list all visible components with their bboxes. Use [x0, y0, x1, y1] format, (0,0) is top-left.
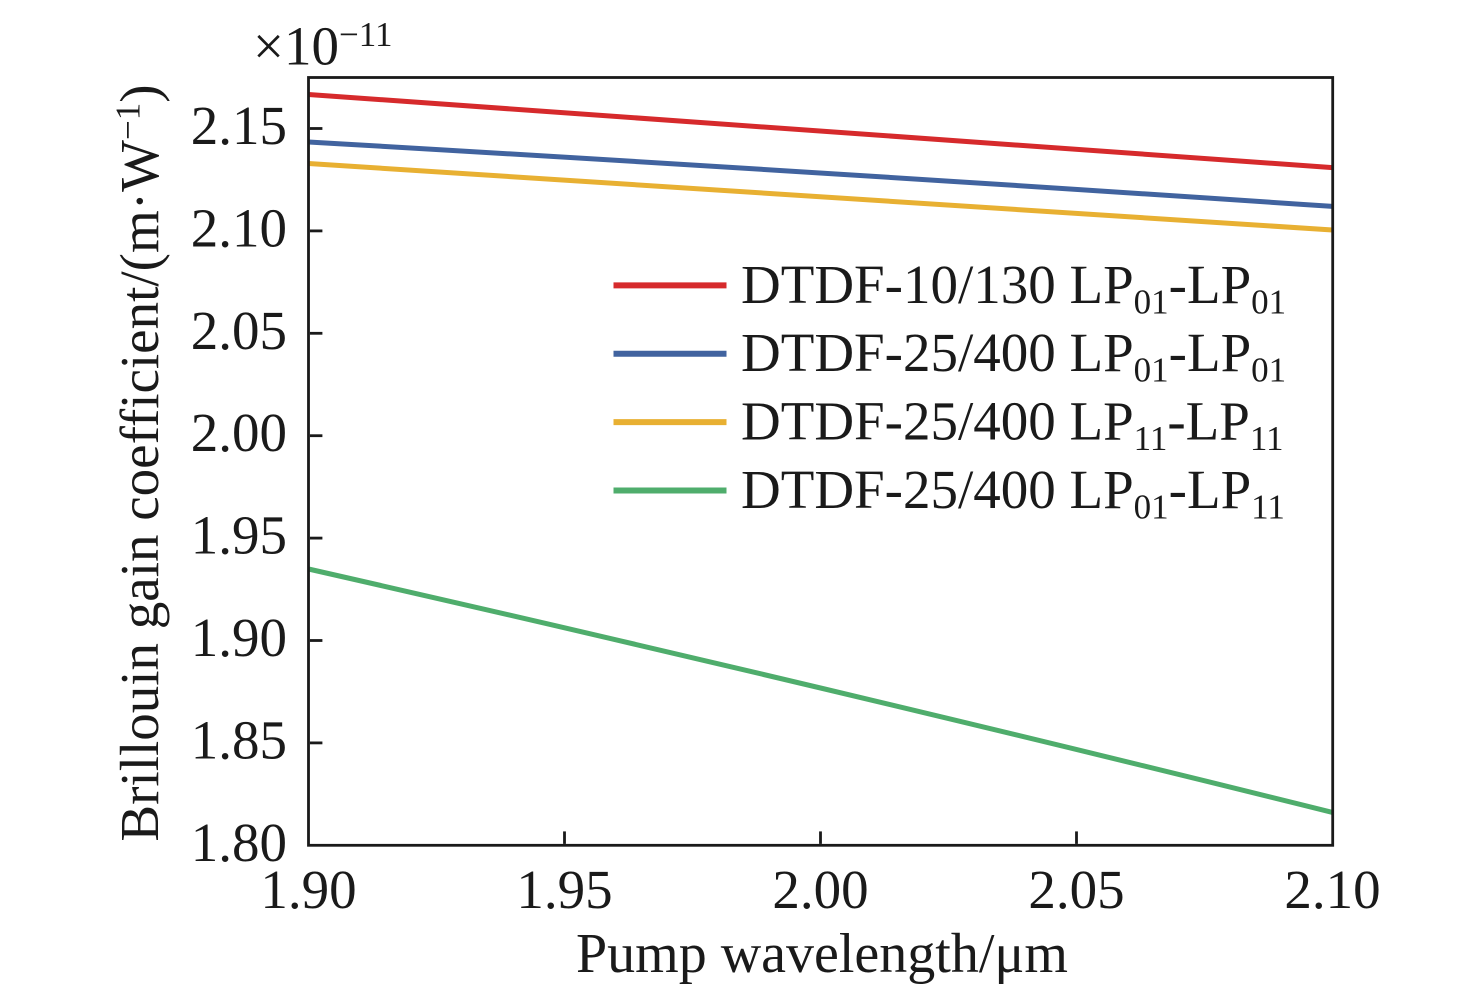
svg-text:DTDF-25/400 LP01-LP11: DTDF-25/400 LP01-LP11 — [741, 459, 1285, 526]
svg-text:1.95: 1.95 — [516, 859, 612, 920]
svg-text:1.80: 1.80 — [191, 812, 287, 873]
svg-text:2.05: 2.05 — [1028, 859, 1124, 920]
svg-text:×10−11: ×10−11 — [253, 15, 392, 76]
svg-text:Brillouin gain coefficient/(m·: Brillouin gain coefficient/(m·W−1) — [109, 84, 170, 841]
svg-text:1.90: 1.90 — [260, 859, 356, 920]
svg-text:1.90: 1.90 — [191, 607, 287, 668]
svg-text:2.00: 2.00 — [191, 402, 287, 463]
svg-text:2.10: 2.10 — [1284, 859, 1380, 920]
svg-text:DTDF-25/400 LP01-LP01: DTDF-25/400 LP01-LP01 — [741, 322, 1286, 390]
svg-text:1.85: 1.85 — [191, 709, 287, 770]
svg-text:2.15: 2.15 — [191, 95, 287, 156]
svg-text:DTDF-25/400 LP11-LP11: DTDF-25/400 LP11-LP11 — [741, 391, 1284, 459]
svg-text:Pump wavelength/μm: Pump wavelength/μm — [576, 923, 1068, 985]
svg-text:DTDF-10/130 LP01-LP01: DTDF-10/130 LP01-LP01 — [741, 254, 1286, 322]
svg-text:2.00: 2.00 — [772, 859, 868, 920]
svg-text:2.10: 2.10 — [191, 197, 287, 258]
svg-text:2.05: 2.05 — [191, 300, 287, 361]
svg-text:1.95: 1.95 — [191, 505, 287, 566]
